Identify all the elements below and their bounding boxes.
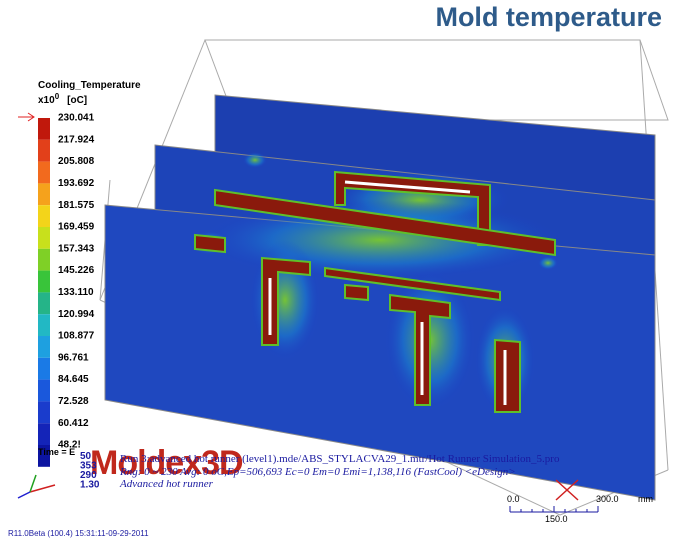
legend-swatch <box>38 379 50 402</box>
scale-unit: [oC] <box>67 95 87 106</box>
scale-exponent: 0 <box>55 92 60 101</box>
description: Advanced hot runner <box>119 478 214 490</box>
info-number: 290 <box>80 470 97 481</box>
legend-swatch <box>38 161 50 184</box>
legend-scale: x100 [oC] <box>38 92 87 106</box>
ruler <box>509 506 599 513</box>
range-info: Rng: 0 ~ 230 Avg: 0 oC,Ep=506,693 Ec=0 E… <box>119 466 516 478</box>
footer: R11.0Beta (100.4) 15:31:11-09-29-2011 <box>8 529 149 538</box>
legend-label: 60.412 <box>58 418 89 429</box>
legend-swatch <box>38 118 50 140</box>
legend-swatch <box>38 183 50 206</box>
logo: Moldex3D <box>90 444 243 482</box>
time-label: Time = E <box>38 447 75 457</box>
legend-swatch <box>38 227 50 249</box>
title: Mold temperature <box>435 2 662 32</box>
legend-label: 133.110 <box>58 287 94 298</box>
origin-icon <box>555 479 579 501</box>
legend-label: 120.994 <box>58 309 95 320</box>
legend-label: 193.692 <box>58 178 95 189</box>
legend-swatch <box>38 336 50 358</box>
legend-label: 169.459 <box>58 222 95 233</box>
info-number: 1.30 <box>80 480 100 491</box>
ruler-middle: 150.0 <box>545 514 568 524</box>
legend-swatch <box>38 314 50 336</box>
info-number: 50 <box>80 451 92 462</box>
legend-label: 205.808 <box>58 156 95 167</box>
legend-arrow <box>18 112 35 122</box>
axes-icon <box>17 474 56 499</box>
legend-label: 181.575 <box>58 200 95 211</box>
legend-label: 145.226 <box>58 265 95 276</box>
legend-label: 108.877 <box>58 331 95 342</box>
legend-label: 84.645 <box>58 374 89 385</box>
legend-label: 48.2! <box>58 440 81 451</box>
info-number: 353 <box>80 461 97 472</box>
legend-label: 217.924 <box>58 134 95 145</box>
legend-swatch <box>38 139 50 162</box>
scale-prefix: x10 <box>38 95 55 106</box>
legend-label: 230.041 <box>58 113 95 124</box>
ruler-start: 0.0 <box>507 494 520 504</box>
legend-label: 157.343 <box>58 243 95 254</box>
legend-swatch <box>38 205 50 227</box>
legend-swatch <box>38 248 50 271</box>
run-info: Run 3:advanced hot runner (level1).mde/A… <box>120 453 560 465</box>
legend: 230.041 217.924 205.808 193.692 181.575 169.4… <box>38 113 95 467</box>
mold-slabs <box>104 94 656 501</box>
legend-swatch <box>38 292 50 315</box>
legend-swatch <box>38 270 50 293</box>
legend-swatch <box>38 423 50 445</box>
ruler-end: 300.0 <box>596 494 619 504</box>
legend-swatch <box>38 357 50 380</box>
ruler-unit: mm <box>638 494 653 504</box>
legend-swatch <box>38 445 50 467</box>
legend-title: Cooling_Temperature <box>38 80 141 91</box>
legend-label: 72.528 <box>58 396 89 407</box>
legend-swatch <box>38 401 50 424</box>
legend-label: 96.761 <box>58 352 89 363</box>
